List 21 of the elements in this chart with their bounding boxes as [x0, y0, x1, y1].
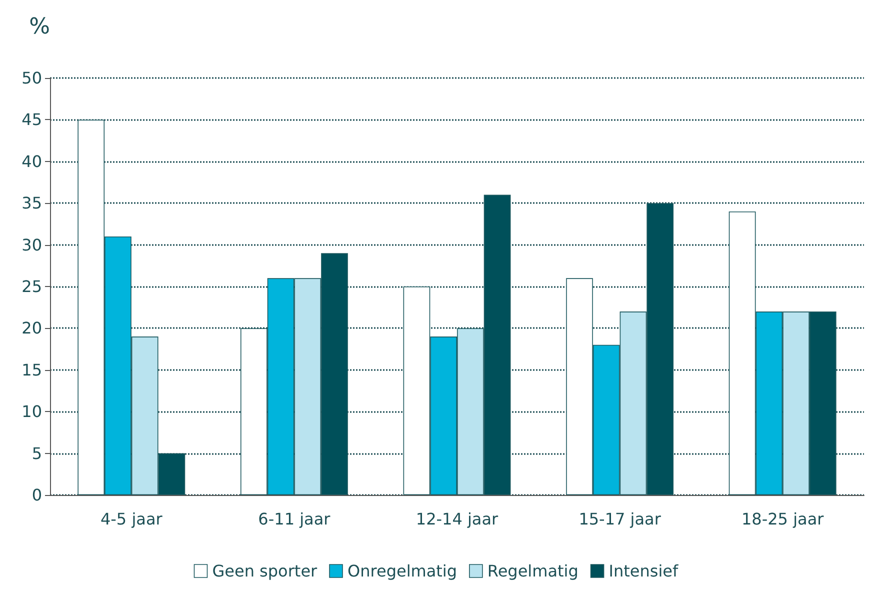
y-axis-title: % — [29, 14, 50, 40]
x-tick-label: 6-11 jaar — [258, 510, 331, 528]
y-tick-label: 20 — [22, 318, 42, 338]
y-tick-label: 50 — [22, 68, 42, 88]
y-tick-label: 40 — [22, 152, 42, 171]
x-tick-label: 4-5 jaar — [100, 510, 163, 528]
y-tick-label: 25 — [22, 277, 42, 296]
y-tick-label: 35 — [22, 194, 42, 213]
y-tick-label: 45 — [22, 110, 42, 130]
legend-label: Geen sporter — [212, 562, 318, 580]
x-tick-label: 18-25 jaar — [741, 510, 824, 528]
y-tick-label: 0 — [32, 486, 42, 504]
y-tick-label: 10 — [22, 402, 42, 422]
x-tick-label: 15-17 jaar — [578, 510, 662, 528]
legend-label: Onregelmatig — [348, 562, 458, 580]
y-tick-label: 15 — [22, 360, 42, 380]
y-tick-label: 5 — [32, 444, 42, 463]
legend-label: Regelmatig — [487, 562, 578, 580]
legend-label: Intensief — [608, 562, 679, 580]
x-tick-label: 12-14 jaar — [416, 510, 499, 528]
y-tick-label: 30 — [22, 235, 42, 254]
